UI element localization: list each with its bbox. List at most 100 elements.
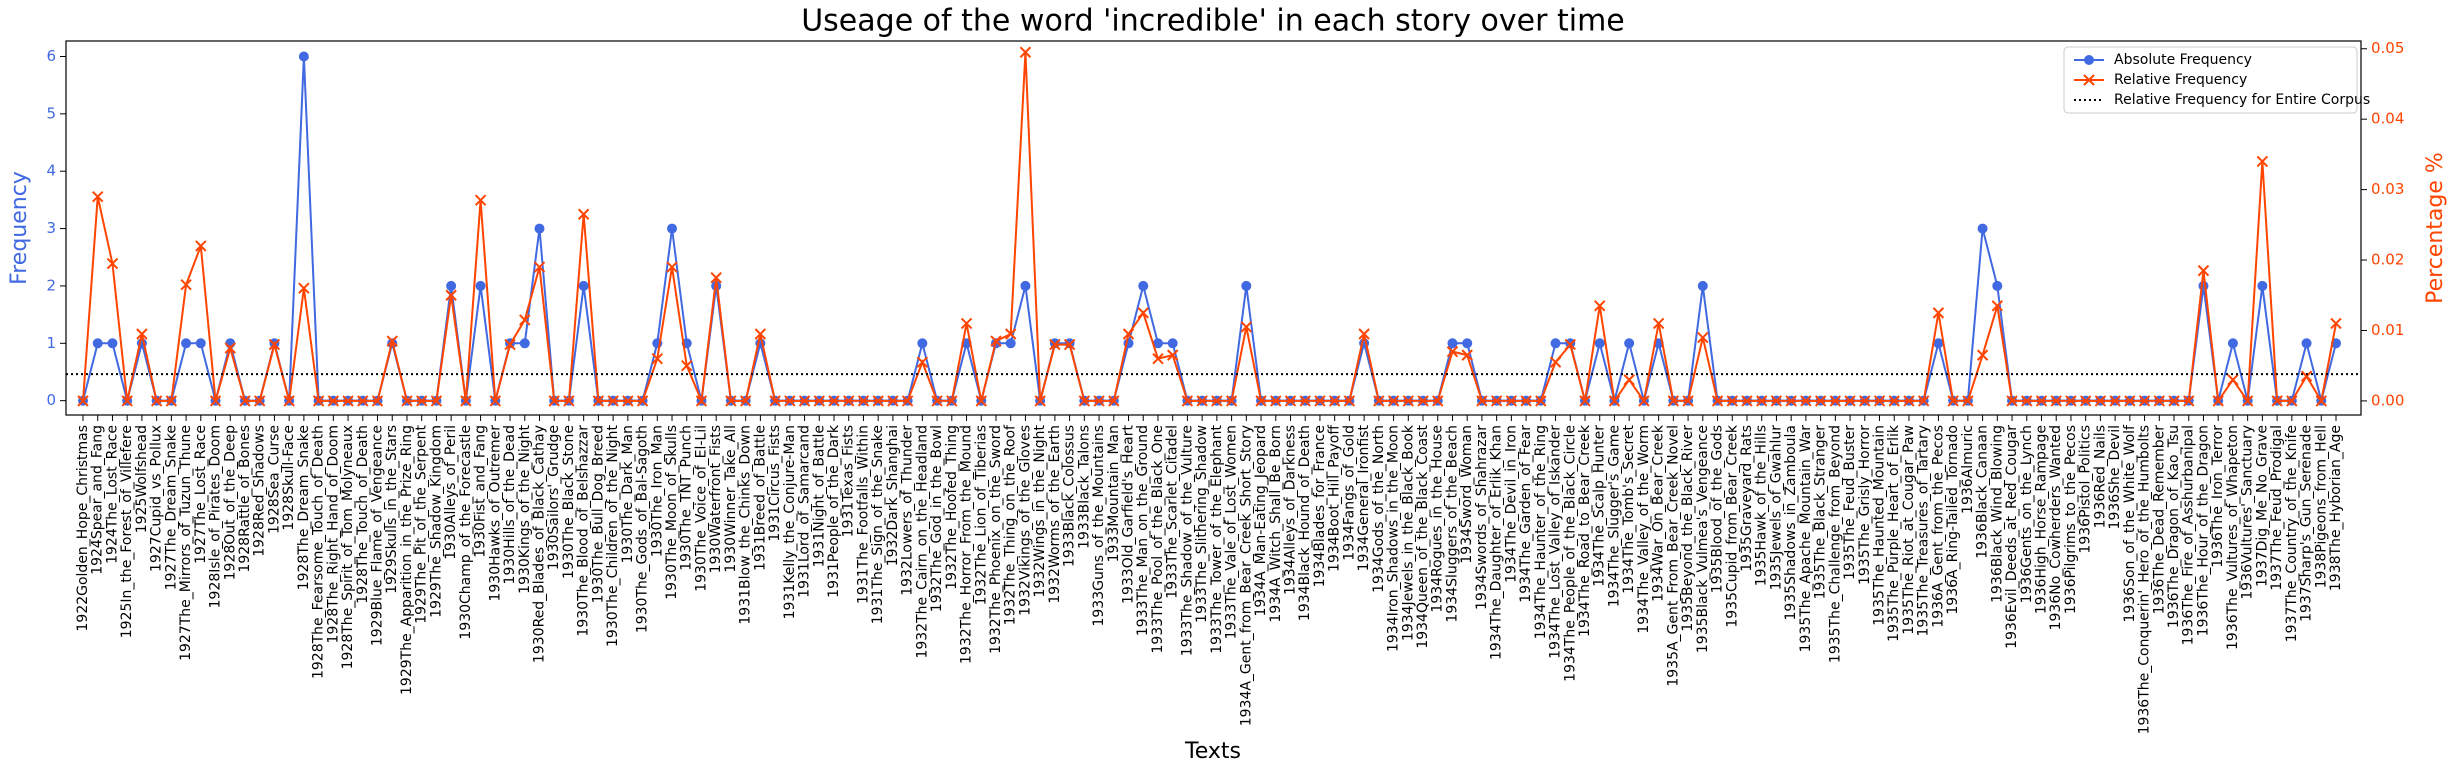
data-point	[1402, 395, 1414, 407]
x-tick-label: 1936Red_Nails	[2092, 425, 2108, 528]
data-point	[77, 395, 89, 407]
legend-label: Absolute Frequency	[2114, 52, 2252, 68]
x-tick-label: 1934Jewels_in_the_Black_Book	[1400, 424, 1416, 641]
data-point	[1167, 338, 1178, 349]
data-point	[1579, 395, 1591, 407]
x-tick-label: 1930The_TNT_Punch	[679, 425, 695, 571]
data-point	[1314, 395, 1326, 407]
data-point	[1373, 395, 1385, 407]
data-point	[1829, 395, 1842, 407]
x-tick-label: 1936Son_of_the_White_Wolf	[2122, 424, 2138, 623]
data-point	[1667, 395, 1680, 407]
data-point	[1726, 395, 1738, 407]
x-tick-label: 1936High_Horse_Rampage	[2033, 425, 2049, 614]
data-point	[298, 51, 309, 62]
x-tick-label: 1936The_Iron_Terror	[2210, 425, 2226, 568]
data-point	[1358, 328, 1370, 340]
data-point	[533, 261, 546, 273]
data-point	[1270, 395, 1282, 407]
data-point	[1387, 395, 1400, 407]
x-tick-label: 1936Pilgrims_to_the_Pecos	[2063, 425, 2079, 614]
data-point	[2124, 395, 2136, 407]
data-point	[474, 194, 487, 206]
x-tick-label: 1929Skulls_in_the_Stars	[384, 425, 400, 594]
data-point	[931, 395, 943, 407]
data-point	[1505, 395, 1518, 407]
x-tick-label: 1932The_Cairn_on_the_Headland	[914, 425, 930, 659]
y-tick-label: 0	[46, 391, 56, 409]
x-tick-label: 1928Isle_of_Pirates_Doom	[208, 425, 224, 608]
x-tick-label: 1928Red_Shadows	[252, 425, 268, 557]
data-point	[475, 280, 486, 291]
data-point	[2212, 395, 2224, 407]
data-point	[1020, 280, 1031, 291]
x-tick-label: 1934The_Scalp_Hunter	[1592, 425, 1608, 587]
x-tick-label: 1936Black_Canaan	[1975, 425, 1991, 559]
x-tick-label: 1934Blades_for_France	[1312, 425, 1328, 587]
x-tick-label: 1931Night_of_Battle	[811, 425, 827, 567]
data-point	[813, 395, 825, 407]
data-point	[1977, 223, 1988, 234]
data-point	[1888, 395, 1900, 407]
x-tick-label: 1936The_Hour_of_the_Dragon	[2195, 425, 2211, 636]
x-tick-label: 1930Winner_Take_All	[723, 425, 739, 573]
data-point	[577, 208, 590, 220]
data-point	[1490, 395, 1503, 407]
data-point	[460, 395, 472, 407]
x-tick-label: 1935The_Grisly_Horror	[1857, 425, 1873, 585]
data-point	[534, 223, 545, 234]
data-point	[107, 338, 118, 349]
x-tick-label: 1930Hills_of_the_Dead	[502, 425, 518, 584]
x-tick-label: 1930The_Black_Stone	[561, 425, 577, 579]
data-point	[253, 395, 266, 407]
data-point	[1166, 349, 1179, 361]
x-tick-label: 1933The_Slithering_Shadow	[1194, 425, 1210, 623]
y2-tick-label: 0.00	[2371, 391, 2404, 409]
x-tick-label: 1937The_Country_of_the_Knife	[2284, 425, 2300, 642]
y-tick-label: 4	[46, 162, 56, 180]
x-tick-label: 1935Black_Vulmea's_Vengeance	[1695, 425, 1711, 653]
data-point	[1917, 395, 1930, 407]
y-axis-label: Frequency	[7, 171, 32, 285]
x-tick-label: 1934The_Garden_of_Fear	[1518, 425, 1534, 603]
x-tick-label: 1936Evil_Deeds_at_Red_Cougar	[2004, 425, 2020, 649]
data-point	[622, 395, 634, 407]
x-tick-label: 1934Alleys_of_Darkness	[1282, 425, 1298, 595]
data-point	[651, 352, 664, 365]
data-point	[1594, 338, 1605, 349]
data-point	[1962, 395, 1974, 407]
data-point	[917, 338, 928, 349]
x-tick-label: 1934The_Haunter_of_the_Ring	[1533, 425, 1549, 639]
x-axis-label: Texts	[1184, 739, 1241, 764]
data-point	[2094, 395, 2107, 407]
x-tick-label: 1933Black_Talons	[1076, 425, 1092, 549]
data-point	[92, 190, 104, 203]
data-point	[2153, 395, 2165, 407]
y-tick-label: 2	[46, 276, 56, 294]
series-line	[82, 52, 2337, 405]
data-point	[2079, 395, 2092, 407]
data-point	[2183, 395, 2195, 407]
data-point	[1638, 395, 1650, 407]
x-tick-label: 1933The_Tower_of_the_Elephant	[1209, 424, 1225, 653]
x-tick-label: 1927The_Lost_Race	[193, 425, 209, 564]
x-tick-label: 1927The_Mirrors_of_Tuzun_Thune	[178, 425, 194, 661]
y2-tick-label: 0.02	[2371, 251, 2404, 269]
data-point	[1034, 395, 1046, 407]
x-tick-label: 1930Fist_and_Fang	[473, 425, 489, 558]
x-tick-label: 1925In_the_Forest_of_Villefere	[119, 425, 135, 638]
data-point	[1549, 356, 1562, 368]
x-tick-label: 1936Almuric	[1960, 425, 1976, 514]
data-point	[312, 395, 325, 407]
x-tick-label: 1937Sharp's_Gun_Serenade	[2299, 425, 2315, 622]
data-point	[798, 395, 811, 407]
data-point	[1108, 395, 1120, 407]
data-point	[1476, 395, 1488, 407]
x-tick-label: 1933Old_Garfield's_Heart	[1121, 425, 1137, 604]
x-tick-label: 1930The_Moon_of_Skulls	[664, 425, 680, 600]
x-tick-label: 1936Vultures'_Sanctuary	[2240, 425, 2256, 600]
x-tick-label: 1932The_Thing_on_the_Roof	[1003, 424, 1019, 625]
x-tick-label: 1934Rogues_in_the_House	[1430, 425, 1446, 613]
x-tick-label: 1931The_Sign_of_the_Snake	[870, 425, 886, 624]
x-tick-label: 1934The_Slugger's_Game	[1606, 425, 1622, 607]
